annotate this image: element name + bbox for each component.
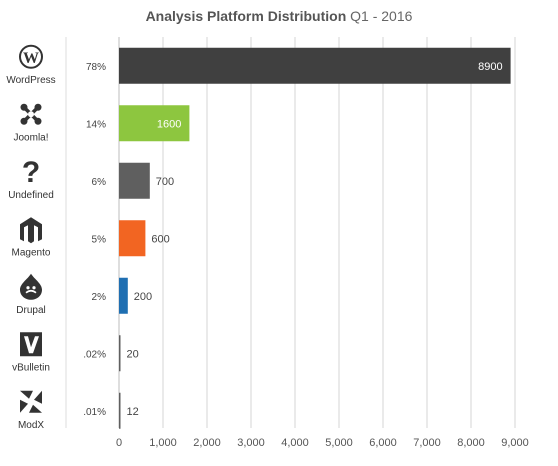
bar <box>119 335 121 372</box>
value-label: 600 <box>151 233 169 245</box>
percent-label: 78% <box>86 62 106 73</box>
drupal-icon <box>20 273 42 300</box>
bar <box>119 392 121 429</box>
vbulletin-icon <box>20 332 42 357</box>
category-label: Magento <box>12 247 51 258</box>
x-tick-label: 7,000 <box>413 437 441 449</box>
category-label: ModX <box>18 420 44 431</box>
svg-text:W: W <box>23 50 39 67</box>
x-tick-label: 6,000 <box>369 437 397 449</box>
category-label: Joomla! <box>13 132 48 143</box>
x-tick-label: 9,000 <box>501 437 529 449</box>
joomla-icon <box>20 103 42 125</box>
category-label: Undefined <box>8 190 54 201</box>
modx-icon <box>20 390 42 413</box>
x-tick-label: 3,000 <box>237 437 265 449</box>
bar <box>119 162 150 199</box>
grid-lines <box>118 37 516 428</box>
x-tick-label: 2,000 <box>193 437 221 449</box>
percent-label: 14% <box>86 119 106 130</box>
percent-label: 5% <box>92 234 107 245</box>
svg-text:?: ? <box>22 156 40 189</box>
category-label: WordPress <box>6 75 55 86</box>
magento-icon <box>20 217 42 244</box>
category-label: vBulletin <box>12 362 50 373</box>
question-mark-icon: ? <box>22 156 40 189</box>
value-label: 20 <box>127 348 139 360</box>
percent-label: .02% <box>83 349 106 360</box>
value-label: 12 <box>127 406 139 418</box>
chart-title-block: Analysis Platform Distribution Q1 - 2016 <box>0 8 558 24</box>
chart-subtitle: Q1 - 2016 <box>350 8 413 24</box>
chart-title: Analysis Platform Distribution <box>145 8 347 24</box>
x-tick-label: 5,000 <box>325 437 353 449</box>
x-tick-label: 4,000 <box>281 437 309 449</box>
wordpress-icon: W <box>19 44 43 69</box>
value-label: 8900 <box>478 61 502 73</box>
bar <box>119 105 190 142</box>
x-axis-ticks: 0 1,000 2,000 3,000 4,000 5,000 6,000 7,000 8,00… <box>116 437 529 449</box>
x-tick-label: 8,000 <box>457 437 485 449</box>
value-label: 1600 <box>157 118 181 130</box>
bar <box>119 47 511 84</box>
platform-sidebar: W WordPress 78% Joomla! 14%?Undefined 6% Magen… <box>6 37 106 431</box>
percent-label: .01% <box>83 407 106 418</box>
x-tick-label: 1,000 <box>149 437 177 449</box>
value-label: 200 <box>134 291 152 303</box>
category-label: Drupal <box>16 305 45 316</box>
percent-label: 2% <box>92 292 107 303</box>
x-tick-label: 0 <box>116 437 122 449</box>
percent-label: 6% <box>92 177 107 188</box>
bars-group: 8900 1600 700 600 200 20 12 <box>119 47 511 429</box>
bar <box>119 220 146 257</box>
value-label: 700 <box>156 176 174 188</box>
bar <box>119 277 128 314</box>
